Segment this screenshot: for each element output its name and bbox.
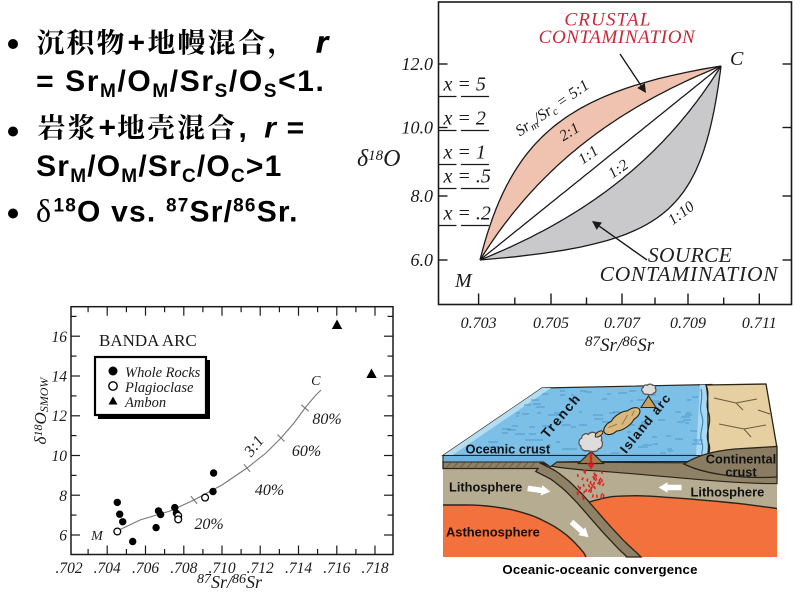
svg-text:12.0: 12.0 bbox=[402, 54, 434, 74]
svg-text:δ18O: δ18O bbox=[357, 146, 401, 172]
svg-text:M: M bbox=[90, 529, 104, 544]
svg-text:0.711: 0.711 bbox=[742, 315, 777, 332]
svg-text:crust: crust bbox=[725, 464, 757, 479]
svg-text:Oceanic-oceanic convergence: Oceanic-oceanic convergence bbox=[502, 562, 697, 577]
svg-text:40%: 40% bbox=[255, 482, 284, 499]
svg-text:x = 5: x = 5 bbox=[443, 74, 486, 96]
svg-text:8.0: 8.0 bbox=[411, 186, 434, 206]
svg-text:Ambon: Ambon bbox=[124, 395, 166, 411]
svg-text:.718: .718 bbox=[361, 560, 388, 577]
svg-text:Plagioclase: Plagioclase bbox=[124, 380, 194, 396]
svg-text:SrM/OM/SrC/OC>1: SrM/OM/SrC/OC>1 bbox=[36, 150, 282, 187]
svg-text:CONTAMINATION: CONTAMINATION bbox=[600, 262, 780, 286]
svg-text:87Sr/86Sr: 87Sr/86Sr bbox=[197, 572, 263, 592]
svg-text:+: + bbox=[128, 27, 146, 60]
svg-text:x = .5: x = .5 bbox=[443, 166, 491, 188]
svg-text:3:1: 3:1 bbox=[241, 433, 268, 461]
svg-text:8: 8 bbox=[59, 488, 67, 505]
svg-text:δ: δ bbox=[36, 193, 51, 229]
svg-text:0.703: 0.703 bbox=[461, 315, 497, 332]
svg-text:+: + bbox=[99, 112, 117, 145]
svg-text:0.709: 0.709 bbox=[670, 315, 706, 332]
svg-text:10: 10 bbox=[52, 448, 68, 465]
svg-text:M: M bbox=[454, 270, 473, 292]
svg-text:x = 2: x = 2 bbox=[443, 108, 486, 130]
svg-text:.712: .712 bbox=[247, 560, 274, 577]
svg-text:.702: .702 bbox=[55, 560, 82, 577]
svg-text:C: C bbox=[311, 374, 321, 389]
svg-text:60%: 60% bbox=[292, 443, 321, 460]
svg-text:= SrM/OM/SrS/OS<1.: = SrM/OM/SrS/OS<1. bbox=[36, 65, 325, 102]
svg-text:Whole Rocks: Whole Rocks bbox=[125, 365, 201, 381]
svg-text:18O vs. 87Sr/86Sr.: 18O vs. 87Sr/86Sr. bbox=[54, 196, 299, 229]
svg-text:.710: .710 bbox=[208, 560, 235, 577]
svg-text:Lithosphere: Lithosphere bbox=[449, 480, 522, 495]
svg-text:Continental: Continental bbox=[706, 452, 776, 467]
svg-text:0.707: 0.707 bbox=[604, 315, 641, 332]
svg-text:x = .2: x = .2 bbox=[443, 203, 491, 225]
svg-text:, r =: , r = bbox=[239, 112, 306, 145]
svg-text:.706: .706 bbox=[132, 560, 159, 577]
svg-text:BANDA ARC: BANDA ARC bbox=[99, 331, 197, 350]
svg-text:δ18OSMOW: δ18OSMOW bbox=[31, 377, 51, 445]
svg-text:x = 1: x = 1 bbox=[443, 142, 486, 164]
svg-text:.716: .716 bbox=[323, 560, 350, 577]
svg-text:.714: .714 bbox=[285, 560, 312, 577]
svg-text:CRUSTAL: CRUSTAL bbox=[564, 10, 651, 31]
svg-text:.704: .704 bbox=[94, 560, 121, 577]
svg-text:12: 12 bbox=[52, 408, 68, 425]
svg-text:Oceanic crust: Oceanic crust bbox=[466, 442, 551, 457]
svg-text:87Sr/86Sr: 87Sr/86Sr bbox=[585, 334, 655, 356]
svg-text:6.0: 6.0 bbox=[411, 250, 434, 270]
svg-text:.708: .708 bbox=[170, 560, 197, 577]
svg-text:Asthenosphere: Asthenosphere bbox=[446, 525, 540, 540]
svg-text:CONTAMINATION: CONTAMINATION bbox=[539, 27, 696, 48]
svg-text:r: r bbox=[316, 25, 330, 60]
svg-text:0.705: 0.705 bbox=[533, 315, 569, 332]
svg-text:6: 6 bbox=[59, 528, 67, 545]
svg-text:SOURCE: SOURCE bbox=[648, 243, 732, 267]
svg-text:14: 14 bbox=[52, 369, 68, 386]
svg-text:16: 16 bbox=[52, 329, 68, 346]
svg-text:C: C bbox=[730, 48, 744, 70]
svg-text:20%: 20% bbox=[194, 516, 223, 533]
svg-text:Lithosphere: Lithosphere bbox=[691, 485, 765, 500]
svg-text:10.0: 10.0 bbox=[402, 118, 434, 138]
svg-text:80%: 80% bbox=[312, 411, 341, 428]
